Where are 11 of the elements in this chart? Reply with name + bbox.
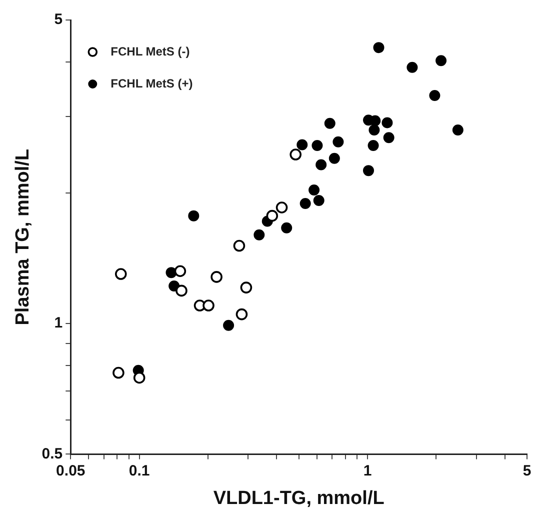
y-tick-label: 5: [54, 11, 63, 28]
x-tick-label: 1: [363, 462, 372, 480]
x-tick-label: 5: [522, 462, 532, 480]
legend-label: FCHL MetS (+): [110, 76, 193, 90]
x-tick-label: 0.05: [56, 462, 86, 480]
y-tick-label: 0.5: [42, 445, 63, 462]
legend-label: FCHL MetS (-): [110, 44, 190, 58]
x-tick-label: 0.1: [128, 462, 150, 480]
x-axis-title: VLDL1-TG, mmol/L: [213, 488, 385, 509]
y-tick-label: 1: [54, 314, 63, 332]
y-axis-title: Plasma TG, mmol/L: [12, 148, 34, 326]
